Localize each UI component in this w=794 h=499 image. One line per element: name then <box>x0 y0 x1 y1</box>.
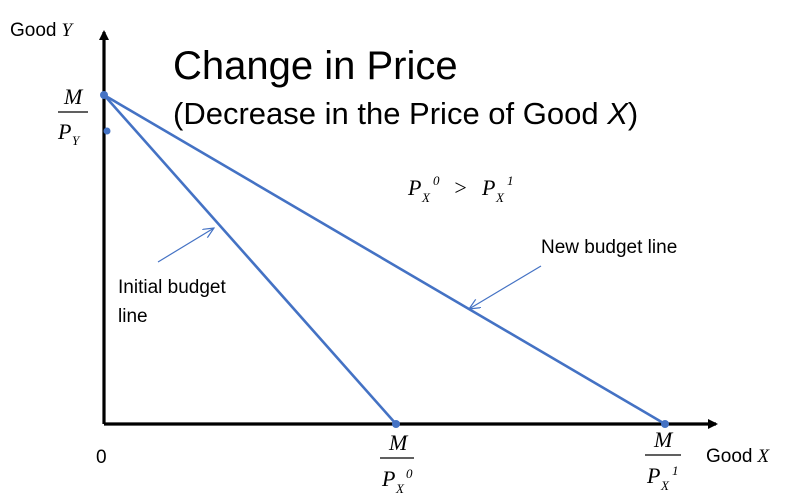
initial-budget-pointer-arrow <box>157 228 214 263</box>
new-budget-pointer-arrow <box>469 265 542 309</box>
y-axis-marker-point <box>103 127 111 135</box>
svg-text:Y: Y <box>72 133 81 148</box>
svg-text:1: 1 <box>672 463 679 478</box>
y-intercept-point <box>100 91 108 99</box>
new-budget-line <box>103 93 666 426</box>
svg-text:M: M <box>63 84 84 109</box>
y-intercept-label: M P Y <box>57 84 88 148</box>
svg-text:M: M <box>653 427 674 452</box>
svg-text:X: X <box>421 190 431 205</box>
initial-budget-line-label: Initial budget <box>118 277 226 298</box>
svg-text:X: X <box>660 478 670 493</box>
svg-text:P: P <box>646 463 660 488</box>
svg-text:0: 0 <box>406 466 413 481</box>
new-budget-line-label: New budget line <box>541 237 677 258</box>
initial-x-intercept-label: M P X 0 <box>380 430 414 496</box>
new-x-intercept-point <box>661 420 669 428</box>
chart-subtitle: (Decrease in the Price of Good X) <box>173 96 638 131</box>
svg-text:M: M <box>388 430 409 455</box>
initial-x-intercept-point <box>392 420 400 428</box>
svg-text:X: X <box>495 190 505 205</box>
svg-text:P: P <box>481 175 495 200</box>
svg-text:P: P <box>407 175 421 200</box>
initial-budget-line <box>103 94 397 425</box>
svg-text:P: P <box>381 466 395 491</box>
svg-text:P: P <box>57 119 71 144</box>
price-condition-label: P X 0 > P X 1 <box>407 173 514 205</box>
y-axis-label: Good Y <box>10 20 74 41</box>
svg-text:0: 0 <box>433 173 440 188</box>
origin-label: 0 <box>96 447 107 468</box>
x-axis-label: Good X <box>706 446 770 467</box>
initial-budget-line-label-cont: line <box>118 306 148 327</box>
svg-text:X: X <box>395 481 405 496</box>
svg-text:>: > <box>453 175 468 200</box>
chart-title: Change in Price <box>173 44 458 88</box>
new-x-intercept-label: M P X 1 <box>645 427 681 493</box>
svg-text:1: 1 <box>507 173 514 188</box>
